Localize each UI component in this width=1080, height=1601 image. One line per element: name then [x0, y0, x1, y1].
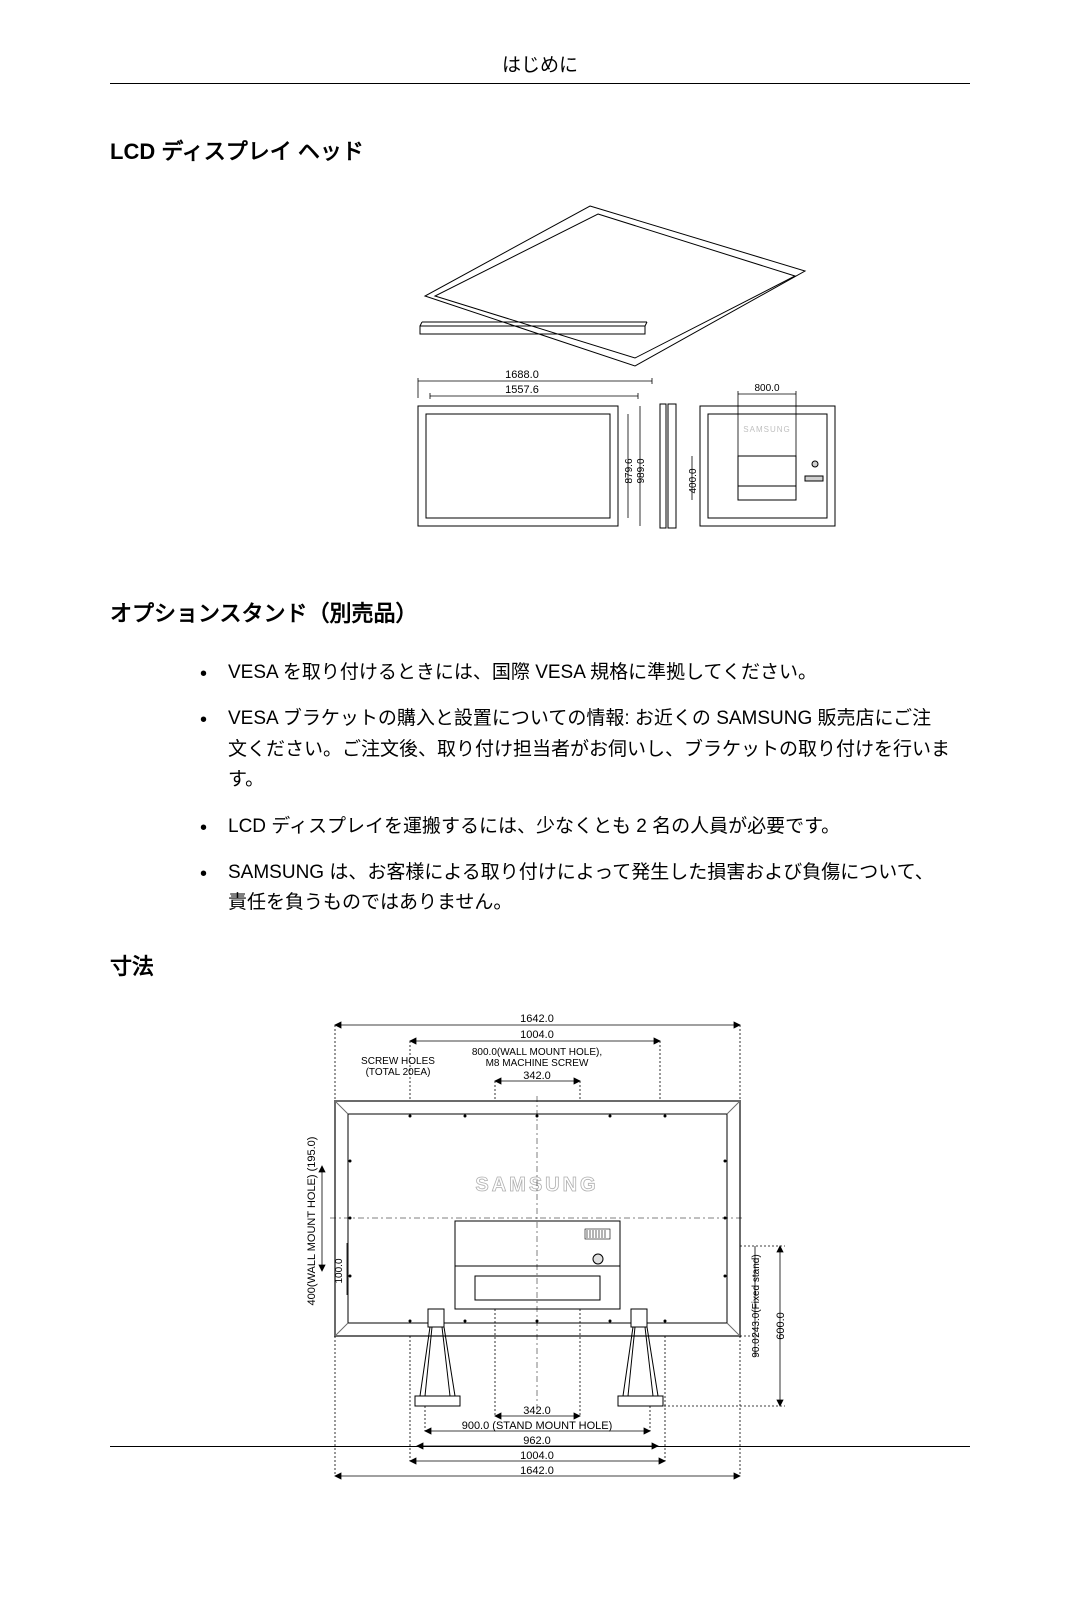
dim-989: 989.0: [636, 458, 647, 483]
dim-b-1004: 1004.0: [520, 1450, 554, 1462]
footer-rule: [110, 1446, 970, 1447]
brand-text-1: SAMSUNG: [743, 425, 790, 434]
bullet-item: VESA ブラケットの購入と設置についての情報: お近くの SAMSUNG 販売…: [200, 704, 950, 795]
left-vert-label: 400(WALL MOUNT HOLE) (195.0): [306, 1136, 318, 1305]
dim-b-900: 900.0 (STAND MOUNT HOLE): [462, 1420, 613, 1432]
dim-t-342: 342.0: [523, 1070, 551, 1082]
screw-label-1: SCREW HOLES: [361, 1056, 435, 1067]
diagram2-container: 1642.0 1004.0 800.0(WALL MOUNT HOLE), M8…: [110, 1011, 970, 1481]
dim-90: 90.0: [751, 1338, 762, 1358]
dim-1557: 1557.6: [505, 384, 539, 396]
dim-b-962: 962.0: [523, 1435, 551, 1447]
bullet-list: VESA を取り付けるときには、国際 VESA 規格に準拠してください。 VES…: [110, 658, 970, 919]
dim-800: 800.0: [754, 383, 779, 394]
diagram1-container: 1688.0 1557.6 879.6 989.0: [110, 196, 970, 556]
screw-label-2: (TOTAL 20EA): [366, 1067, 431, 1078]
dim-400: 400.0: [688, 468, 699, 493]
diagram2-svg: 1642.0 1004.0 800.0(WALL MOUNT HOLE), M8…: [240, 1011, 840, 1481]
bullet-item: LCD ディスプレイを運搬するには、少なくとも 2 名の人員が必要です。: [200, 812, 950, 842]
dim-fixed-stand: 243.0(Fixed stand): [751, 1254, 762, 1337]
page-header: はじめに: [110, 50, 970, 84]
diagram1-svg: 1688.0 1557.6 879.6 989.0: [240, 196, 840, 556]
bullet-item: VESA を取り付けるときには、国際 VESA 規格に準拠してください。: [200, 658, 950, 688]
dim-wall-mount-1: 800.0(WALL MOUNT HOLE),: [472, 1047, 602, 1058]
dim-879: 879.6: [624, 458, 635, 483]
header-title: はじめに: [502, 55, 578, 76]
dim-100: 100.0: [334, 1258, 345, 1283]
dim-t-1642: 1642.0: [520, 1013, 554, 1025]
dim-1688: 1688.0: [505, 369, 539, 381]
section3-title: 寸法: [110, 949, 970, 981]
dim-b-1642: 1642.0: [520, 1465, 554, 1477]
dim-t-1004: 1004.0: [520, 1029, 554, 1041]
bullet-item: SAMSUNG は、お客様による取り付けによって発生した損害および負傷について、…: [200, 858, 950, 919]
section1-title: LCD ディスプレイ ヘッド: [110, 134, 970, 166]
dim-600: 600.0: [775, 1312, 787, 1340]
section2-title: オプションスタンド（別売品）: [110, 596, 970, 628]
dim-wall-mount-2: M8 MACHINE SCREW: [486, 1058, 589, 1069]
